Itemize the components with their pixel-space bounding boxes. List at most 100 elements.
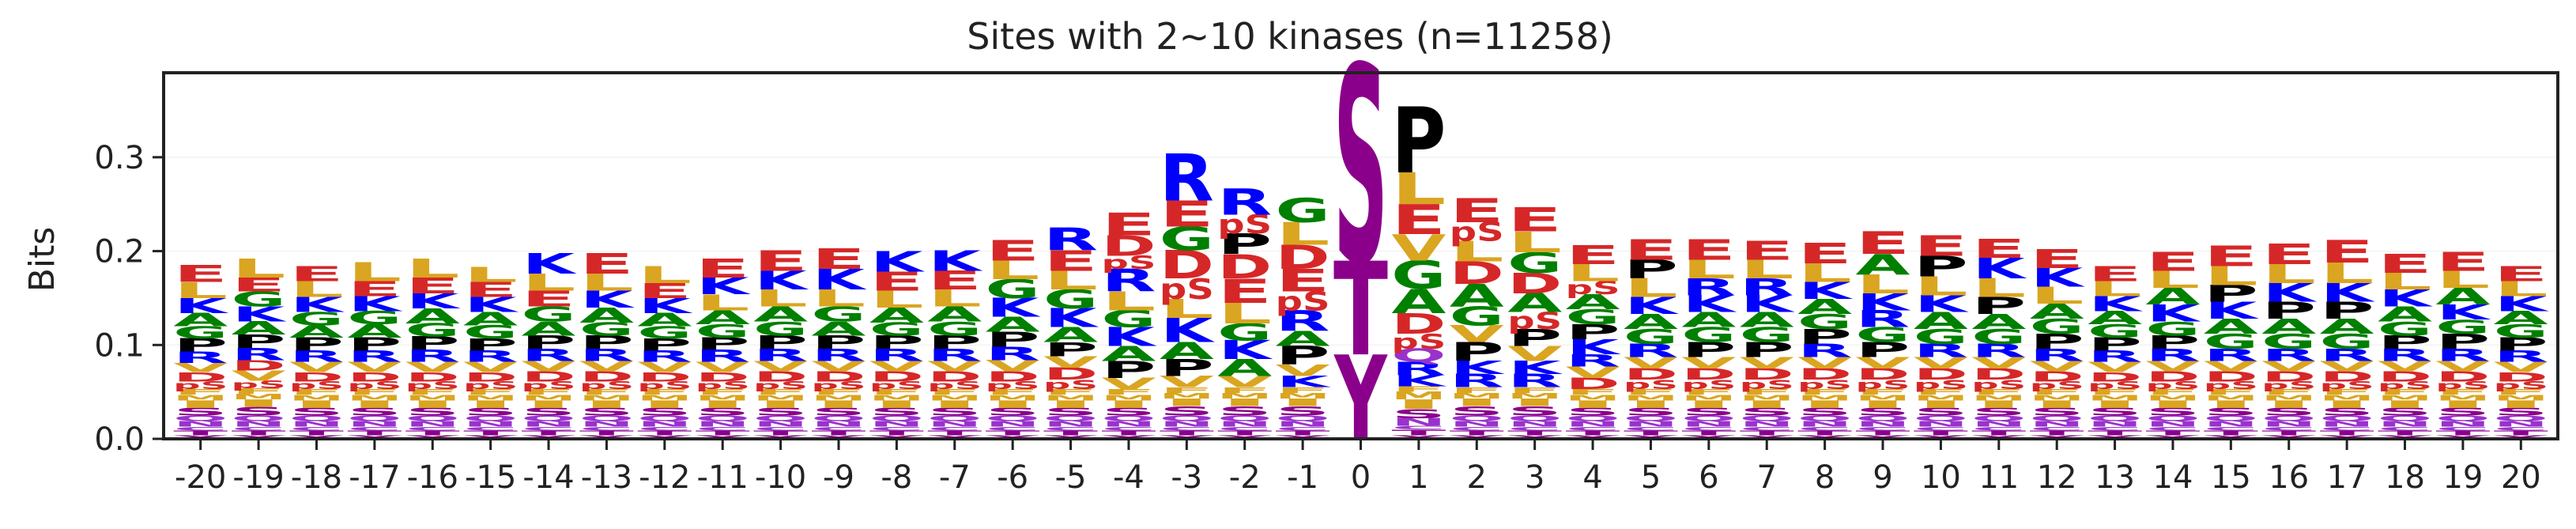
logo-letter-p: P [2088,334,2142,355]
logo-letter-r: R [986,343,1040,364]
logo-letter-f: F [1740,387,1794,396]
logo-letter-y: Y [1275,434,1329,440]
logo-letter-l: L [232,254,286,284]
logo-letter-n: N [347,420,402,429]
logo-letter-v: V [986,357,1040,376]
logo-letter-m: M [2145,393,2200,402]
logo-letter-n: N [2320,420,2374,429]
x-tick-label: -1 [1287,459,1318,496]
x-tick-label: -7 [939,459,971,496]
logo-letter-p: P [289,334,344,355]
logo-letter-q: Q [1217,414,1272,422]
logo-letter-n: N [637,420,692,429]
logo-letter-ps: pS [753,380,808,391]
logo-letter-f: F [986,387,1040,396]
logo-letter-g: G [1507,247,1562,280]
logo-letter-ps: pS [927,380,982,391]
logo-letter-v: V [1217,373,1272,391]
logo-letter-s: S [463,406,518,418]
x-tick-label: 0 [1351,459,1371,496]
logo-letter-i: I [2320,399,2374,410]
logo-letter-m: M [2435,393,2490,402]
logo-letter-ps: pS [579,380,634,391]
logo-letter-c: C [2088,425,2142,432]
logo-letter-m: M [173,393,228,402]
logo-letter-a: A [1856,249,1911,282]
logo-letter-c: C [1391,425,1446,431]
logo-letter-l: L [522,269,576,296]
logo-letter-y: Y [2494,434,2548,440]
logo-letter-n: N [289,420,344,429]
logo-letter-s: S [1681,406,1736,418]
logo-letter-p: P [2320,297,2374,324]
x-tick-label: 6 [1699,459,1718,496]
logo-letter-p: P [2145,332,2200,353]
logo-letter-q: Q [1914,414,1968,422]
logo-letter-y: Y [1043,434,1098,440]
logo-letter-s: S [2145,406,2200,418]
logo-letter-q: Q [637,414,692,422]
logo-letter-s: S [2204,406,2258,418]
logo-letter-l: L [1391,164,1446,214]
x-tick-label: -19 [232,459,284,496]
logo-letter-g: G [753,318,808,340]
logo-letter-k: K [2204,297,2260,324]
x-tick-label: 4 [1582,459,1602,496]
logo-letter-e: E [811,243,866,276]
logo-letter-t: T [1391,428,1446,436]
logo-letter-ps: pS [1160,273,1214,305]
logo-letter-n: N [463,420,518,429]
logo-letter-f: F [289,387,344,396]
logo-letter-k: K [1741,291,1796,318]
logo-letter-q: Q [1681,414,1736,422]
logo-letter-q: Q [927,414,982,422]
logo-letter-l: L [289,277,344,302]
logo-letter-i: I [2088,399,2142,410]
logo-letter-d: D [1101,230,1156,263]
logo-letter-e: E [1740,236,1794,266]
logo-letter-s: S [289,406,344,418]
logo-letter-a: A [2378,303,2432,327]
logo-letter-c: C [1914,425,1968,432]
logo-letter-q: Q [1043,414,1098,422]
logo-letter-n: N [812,420,866,429]
logo-letter-l: L [1043,266,1098,296]
logo-letter-a: A [1740,308,1794,332]
logo-letter-c: C [2494,425,2548,432]
logo-letter-y: Y [2261,434,2316,440]
logo-letter-l: L [869,285,924,312]
logo-letter-l: L [463,263,518,287]
logo-letter-g: G [2494,321,2548,342]
logo-letter-t: T [1450,429,1504,437]
logo-letter-ps: pS [522,380,576,391]
logo-letter-m: M [1101,393,1156,402]
logo-letter-c: C [1160,425,1214,432]
logo-letter-a: A [1566,290,1620,314]
logo-letter-ps: pS [1914,378,1968,393]
logo-letter-v: V [2320,358,2374,375]
logo-letter-ps: pS [405,380,460,391]
logo-letter-ps: pS [1740,378,1794,393]
logo-letter-e: E [1507,201,1562,240]
logo-letter-g: G [2378,318,2432,340]
logo-letter-t: T [2088,429,2142,437]
logo-letter-d: D [2320,368,2374,385]
logo-letter-ps: pS [1217,210,1272,240]
logo-letter-r: R [1914,341,1968,361]
logo-letter-p: P [2378,332,2432,353]
logo-letter-c: C [637,425,692,432]
x-axis-ticks: -20 -19 -18 -17 -16 -15 -14 -13 -12 -11 -10 -9 -8 -7-… [175,439,2541,496]
logo-letter-e: E [1450,191,1504,230]
logo-letter-t: T [1160,429,1214,437]
logo-letter-r: R [1391,358,1446,379]
logo-letter-v: V [405,359,460,376]
logo-letter-t: T [1914,429,1968,437]
logo-letter-t: T [579,429,634,437]
logo-letter-s: S [1624,406,1678,418]
logo-letter-n: N [1043,420,1098,429]
